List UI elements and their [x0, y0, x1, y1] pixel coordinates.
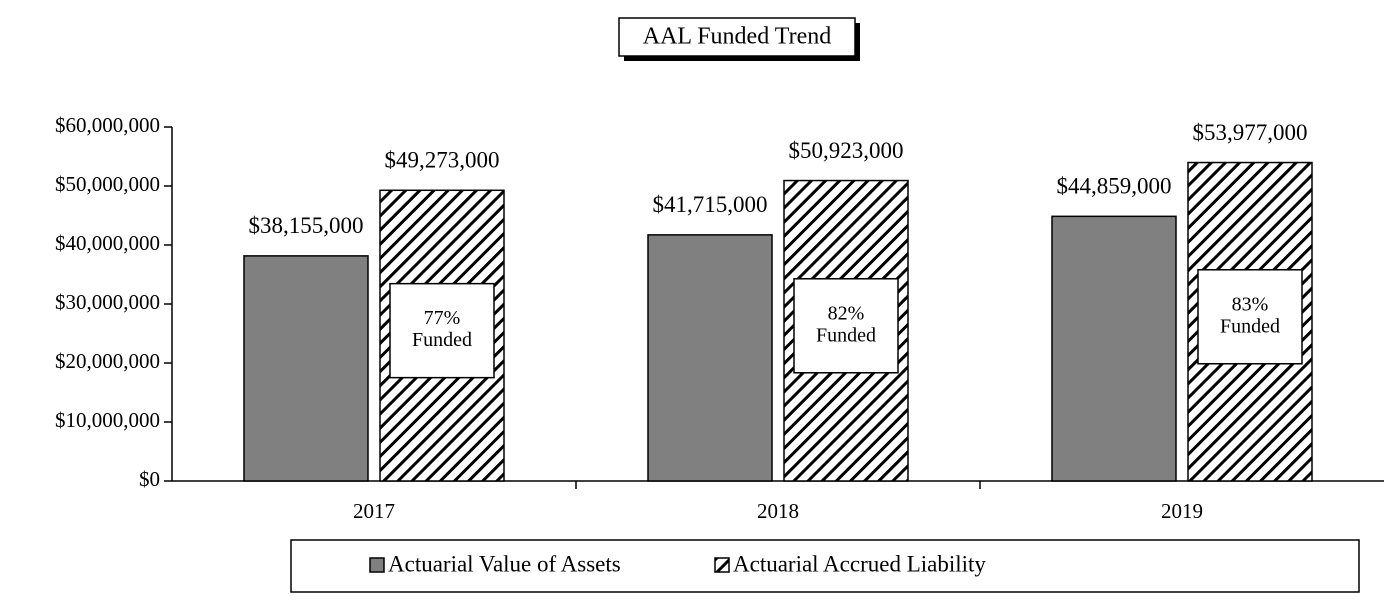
value-label: $44,859,000 [1057, 174, 1172, 199]
y-tick-label: $30,000,000 [55, 290, 160, 314]
x-tick-label: 2018 [757, 499, 799, 523]
annotation: Funded [1220, 315, 1280, 337]
bar [243, 255, 369, 482]
annotation: Funded [412, 329, 472, 351]
y-tick-label: $60,000,000 [55, 113, 160, 137]
annotation-box [793, 278, 899, 374]
annotation: 77% [424, 307, 461, 329]
value-label: $38,155,000 [249, 213, 364, 238]
bar [647, 234, 773, 482]
title-box [618, 17, 856, 57]
value-label: $41,715,000 [653, 192, 768, 217]
x-tick-label: 2019 [1161, 499, 1203, 523]
value-label: $50,923,000 [789, 138, 904, 163]
legend-label: Actuarial Accrued Liability [733, 551, 986, 576]
legend-swatch [714, 557, 730, 573]
chart-title: AAL Funded Trend [643, 24, 831, 50]
y-tick-label: $10,000,000 [55, 408, 160, 432]
value-label: $49,273,000 [385, 148, 500, 173]
y-tick-label: $50,000,000 [55, 172, 160, 196]
annotation: 83% [1232, 293, 1269, 315]
annotation-box [389, 282, 495, 379]
bar [1051, 215, 1177, 482]
legend-box [290, 539, 1360, 593]
y-tick-label: $0 [139, 467, 160, 491]
value-label: $53,977,000 [1193, 120, 1308, 145]
annotation-box [1197, 269, 1303, 365]
annotation: Funded [816, 324, 876, 346]
annotation: 82% [828, 302, 865, 324]
y-tick-label: $40,000,000 [55, 231, 160, 255]
legend-label: Actuarial Value of Assets [388, 551, 621, 576]
y-tick-label: $20,000,000 [55, 349, 160, 373]
x-tick-label: 2017 [353, 499, 395, 523]
legend-swatch [369, 557, 385, 573]
